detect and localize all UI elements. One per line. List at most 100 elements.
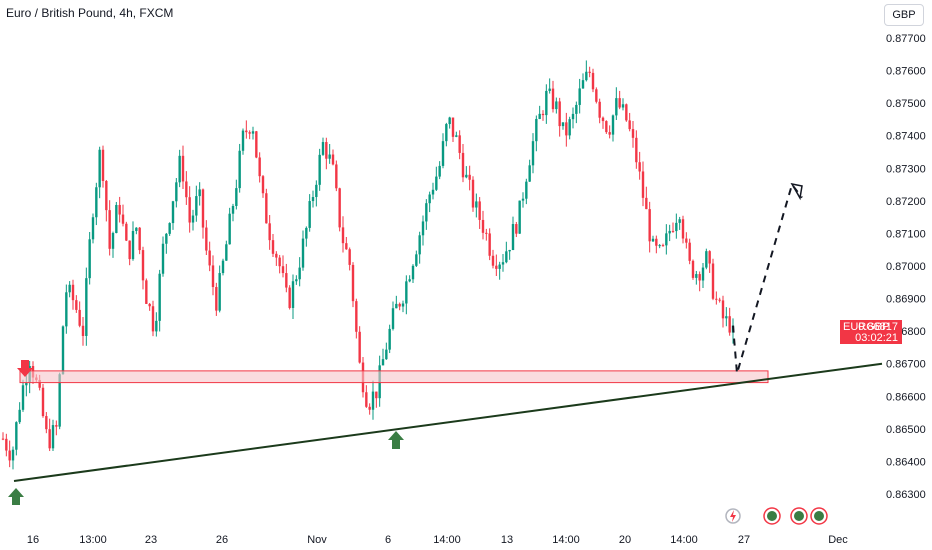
candle-body [141, 250, 145, 281]
price-tick-label: 0.86300 [886, 489, 926, 501]
candle-body [241, 130, 245, 151]
candle-body [501, 262, 505, 265]
time-tick-label: 27 [738, 534, 750, 546]
candle-body [75, 300, 78, 310]
event-flag-icon-core [814, 511, 824, 521]
candle-body [48, 429, 51, 449]
candle-body [605, 121, 608, 133]
candle-body [181, 155, 185, 182]
candle-body [68, 284, 71, 293]
candle-body [528, 165, 531, 182]
candle-body [685, 238, 688, 243]
candle-body [658, 245, 661, 247]
bottom-icons[interactable] [725, 507, 828, 525]
candle-body [348, 249, 351, 265]
candle-body [41, 387, 45, 417]
candle-body [71, 284, 75, 301]
candle-body [215, 287, 218, 311]
price-tick-label: 0.86600 [886, 391, 926, 403]
candle-body [108, 210, 111, 249]
candle-body [121, 214, 125, 224]
bar-countdown: 03:02:21 [855, 332, 898, 344]
candle-body [221, 260, 225, 274]
candle-body [328, 154, 331, 159]
time-axis[interactable]: 16 13:00 23 26 Nov 6 14:00 13 14:00 20 14:00 27 Dec [27, 534, 848, 546]
candle-body [671, 230, 675, 232]
time-tick-label: 14:00 [433, 534, 461, 546]
candle-body [468, 174, 471, 180]
candle-body [325, 142, 328, 159]
candle-body [545, 90, 548, 116]
projection-path [732, 182, 803, 374]
candle-body [201, 189, 205, 228]
candle-body [5, 438, 8, 451]
symbol-label: EURGBP [843, 321, 890, 333]
candle-body [25, 382, 28, 386]
candle-body [198, 189, 201, 197]
candle-body [708, 251, 711, 264]
candle-body [558, 101, 561, 127]
candle-body [248, 132, 251, 134]
candle-body [1, 438, 5, 440]
chart-title: Euro / British Pound, 4h, FXCM [6, 6, 174, 20]
candle-body [435, 176, 438, 190]
candle-body [51, 425, 55, 449]
candle-body [161, 243, 165, 274]
price-tick-label: 0.87300 [886, 163, 926, 175]
last-price-value: 0.86817 [858, 321, 898, 333]
up-arrow-icon [8, 488, 24, 505]
candle-body [131, 231, 135, 260]
currency-button[interactable]: GBP [884, 4, 924, 26]
candle-body [315, 184, 318, 198]
candle-body [115, 204, 118, 234]
candle-body [428, 194, 431, 204]
candle-body [288, 287, 291, 308]
candlestick-series [1, 60, 735, 470]
price-tick-label: 0.87100 [886, 228, 926, 240]
price-tick-label: 0.86900 [886, 294, 926, 306]
candle-body [258, 157, 261, 177]
candle-body [158, 273, 161, 321]
time-tick-label: Dec [828, 534, 848, 546]
candle-body [565, 122, 568, 136]
candle-body [688, 242, 691, 261]
price-axis[interactable]: 0.87700 0.87600 0.87500 0.87400 0.87300 0.872… [886, 33, 926, 501]
candle-body [21, 385, 25, 410]
candle-body [355, 301, 358, 332]
candle-body [665, 233, 668, 246]
price-tick-label: 0.87600 [886, 66, 926, 78]
candle-body [588, 71, 591, 73]
candle-body [305, 227, 308, 239]
candle-body [245, 130, 248, 133]
candle-body [405, 281, 408, 304]
candle-body [205, 227, 208, 251]
candle-body [718, 299, 721, 301]
time-tick-label: Nov [307, 534, 327, 546]
lightning-icon-glyph [730, 510, 736, 522]
candle-body [188, 197, 191, 223]
candle-body [358, 331, 361, 363]
candle-body [231, 205, 235, 214]
candle-body [645, 197, 648, 210]
event-flag-icon-core [767, 511, 777, 521]
trendline [13, 362, 883, 482]
candle-body [408, 279, 411, 282]
candle-body [555, 101, 558, 110]
candle-body [265, 193, 268, 224]
drawings-layer[interactable] [8, 182, 883, 505]
candle-body [701, 267, 705, 281]
candle-body [105, 180, 108, 211]
candle-body [371, 391, 375, 410]
time-tick-label: 23 [145, 534, 157, 546]
candle-body [18, 409, 21, 423]
candle-body [535, 118, 538, 142]
candle-body [335, 164, 338, 189]
candle-body [651, 238, 655, 242]
candle-body [471, 179, 475, 208]
time-tick-label: 13:00 [79, 534, 107, 546]
candle-body [421, 221, 425, 236]
candle-body [475, 201, 478, 208]
time-tick-label: 20 [619, 534, 631, 546]
candle-body [641, 171, 645, 198]
